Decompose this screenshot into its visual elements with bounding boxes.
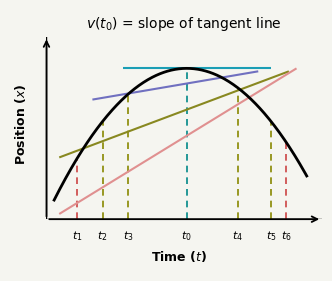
Text: $t_5$: $t_5$	[266, 229, 276, 243]
Title: $v(t_0)$ = slope of tangent line: $v(t_0)$ = slope of tangent line	[86, 15, 282, 33]
Text: $t_2$: $t_2$	[97, 229, 108, 243]
Text: Time ($t$): Time ($t$)	[151, 249, 207, 264]
Text: Position ($x$): Position ($x$)	[14, 83, 29, 165]
Text: $t_4$: $t_4$	[232, 229, 243, 243]
Text: $t_3$: $t_3$	[123, 229, 133, 243]
Text: $t_1$: $t_1$	[72, 229, 82, 243]
Text: $t_6$: $t_6$	[281, 229, 292, 243]
Text: $t_0$: $t_0$	[182, 229, 192, 243]
